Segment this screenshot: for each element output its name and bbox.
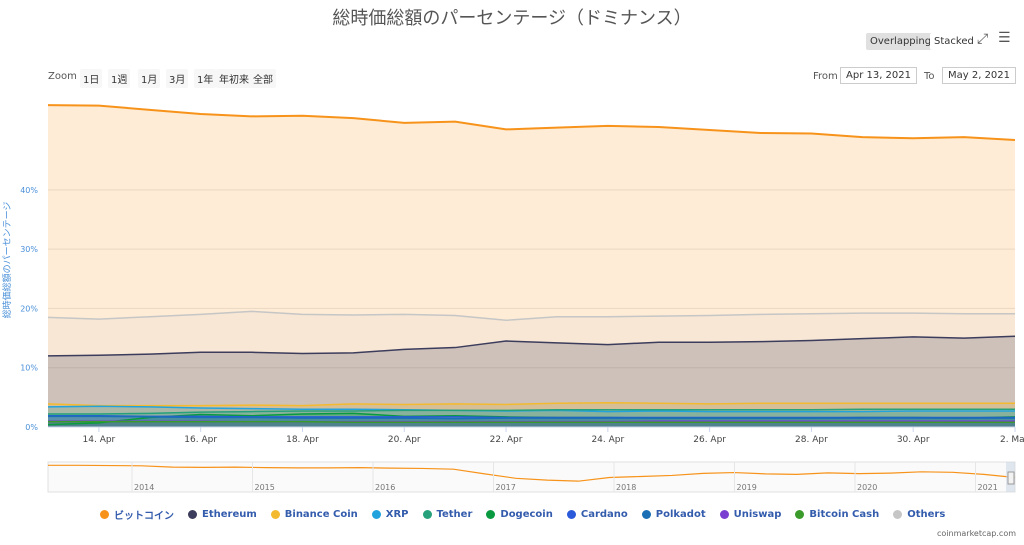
y-tick-label: 30% [20, 245, 38, 254]
navigator-tick-label: 2014 [134, 483, 154, 492]
series-area-10 [48, 311, 1015, 427]
legend-label: Polkadot [655, 509, 706, 520]
area-layer [48, 105, 1015, 427]
range-button-3m[interactable]: 3月 [166, 69, 189, 88]
legend-item[interactable]: Bitcoin Cash [795, 507, 879, 522]
chart-title: 総時価総額のパーセンテージ（ドミナンス） [332, 8, 692, 29]
legend-item[interactable]: Tether [422, 507, 473, 522]
y-axis-title: 総時価総額のパーセンテージ [1, 202, 13, 319]
x-tick-label: 24. Apr [591, 435, 624, 445]
legend-item[interactable]: XRP [371, 507, 409, 522]
legend-label: Others [907, 509, 946, 520]
series-line-4 [48, 408, 1015, 415]
series-area-1 [48, 336, 1015, 427]
legend-label: ビットコイン [114, 511, 174, 522]
navigator-line [48, 464, 1016, 482]
overlapping-button[interactable]: Overlapping [866, 33, 936, 50]
series-line-1 [47, 335, 1016, 357]
y-tick-label: 20% [20, 304, 38, 313]
navigator-tick-label: 2016 [375, 483, 395, 492]
y-tick-label: 40% [20, 186, 38, 195]
x-tick-label: 16. Apr [184, 435, 217, 445]
navigator-tick-label: 2018 [616, 483, 636, 492]
zoom-label: Zoom [48, 71, 77, 82]
x-tick-label: 26. Apr [693, 435, 726, 445]
legend-item[interactable]: Others [893, 507, 945, 522]
legend-label: Binance Coin [284, 509, 358, 520]
x-tick-label: 20. Apr [388, 435, 421, 445]
legend-dot-icon [566, 510, 576, 519]
legend-dot-icon [641, 510, 651, 519]
legend-dot-icon [422, 510, 432, 519]
range-button-all[interactable]: 全部 [250, 69, 276, 88]
stacked-button[interactable]: Stacked [930, 33, 978, 50]
series-area-0 [48, 105, 1015, 427]
legend-dot-icon [795, 510, 805, 519]
from-date-input[interactable]: Apr 13, 2021 [840, 67, 918, 84]
x-axis-ticks: 14. Apr 16. Apr 18. Apr 20. Apr 22. Apr 24. A… [48, 426, 1024, 445]
navigator-tick-label: 2020 [857, 483, 877, 492]
legend-item[interactable]: Uniswap [719, 507, 782, 522]
legend-label: XRP [385, 509, 409, 520]
navigator: 2014 2015 2016 2017 2018 2019 2020 2021 [47, 461, 1016, 493]
hamburger-menu-icon[interactable]: ☰ [998, 30, 1011, 46]
legend-item[interactable]: Binance Coin [270, 507, 358, 522]
legend-item[interactable]: Dogecoin [486, 507, 553, 522]
legend: ビットコイン Ethereum Binance Coin XRP Tether Dogec… [100, 507, 959, 522]
to-date-input[interactable]: May 2, 2021 [942, 67, 1017, 84]
credit-text: coinmarketcap.com [937, 529, 1016, 538]
legend-dot-icon [371, 510, 381, 519]
series-line-7 [48, 415, 1015, 420]
y-tick-label: 0% [25, 423, 38, 432]
legend-label: Ethereum [202, 509, 257, 520]
x-tick-label: 22. Apr [490, 435, 523, 445]
navigator-tick-label: 2017 [496, 483, 516, 492]
legend-dot-icon [100, 510, 109, 519]
legend-label: Dogecoin [500, 509, 553, 520]
series-line-10 [47, 310, 1015, 322]
legend-dot-icon [188, 510, 197, 519]
legend-label: Tether [436, 509, 473, 520]
range-button-1w[interactable]: 1週 [108, 69, 131, 88]
x-tick-label: 2. May [1000, 435, 1024, 445]
series-line-2 [47, 401, 1015, 407]
x-tick-label: 14. Apr [83, 435, 116, 445]
x-tick-label: 18. Apr [286, 435, 319, 445]
range-button-ytd[interactable]: 年初来 [216, 69, 252, 88]
from-label: From [813, 71, 838, 82]
legend-label: Cardano [580, 509, 628, 520]
line-layer [47, 104, 1016, 426]
legend-dot-icon [270, 510, 280, 519]
range-button-1d[interactable]: 1日 [80, 69, 103, 88]
navigator-tick-label: 2019 [737, 483, 757, 492]
legend-item[interactable]: ビットコイン [100, 507, 174, 522]
legend-dot-icon [486, 510, 496, 519]
legend-item[interactable]: Cardano [566, 507, 628, 522]
x-tick-label: 30. Apr [897, 435, 930, 445]
legend-dot-icon [893, 510, 903, 519]
legend-dot-icon [719, 510, 729, 519]
fullscreen-icon[interactable]: ⤢ [977, 31, 989, 47]
navigator-handle[interactable] [1007, 471, 1015, 485]
range-button-1y[interactable]: 1年 [194, 69, 217, 88]
navigator-tick-label: 2015 [255, 483, 275, 492]
navigator-tick-label: 2021 [978, 483, 998, 492]
y-tick-label: 10% [20, 364, 38, 373]
series-line-9 [48, 420, 1015, 424]
legend-item[interactable]: Ethereum [188, 507, 257, 522]
legend-label: Uniswap [733, 509, 782, 520]
range-button-1m[interactable]: 1月 [138, 69, 161, 88]
to-label: To [924, 71, 935, 82]
x-tick-label: 28. Apr [795, 435, 828, 445]
series-line-0 [47, 104, 1016, 142]
legend-item[interactable]: Polkadot [641, 507, 706, 522]
legend-label: Bitcoin Cash [809, 509, 880, 520]
y-axis-ticks: 0% 10% 20% 30% 40% [20, 186, 38, 432]
